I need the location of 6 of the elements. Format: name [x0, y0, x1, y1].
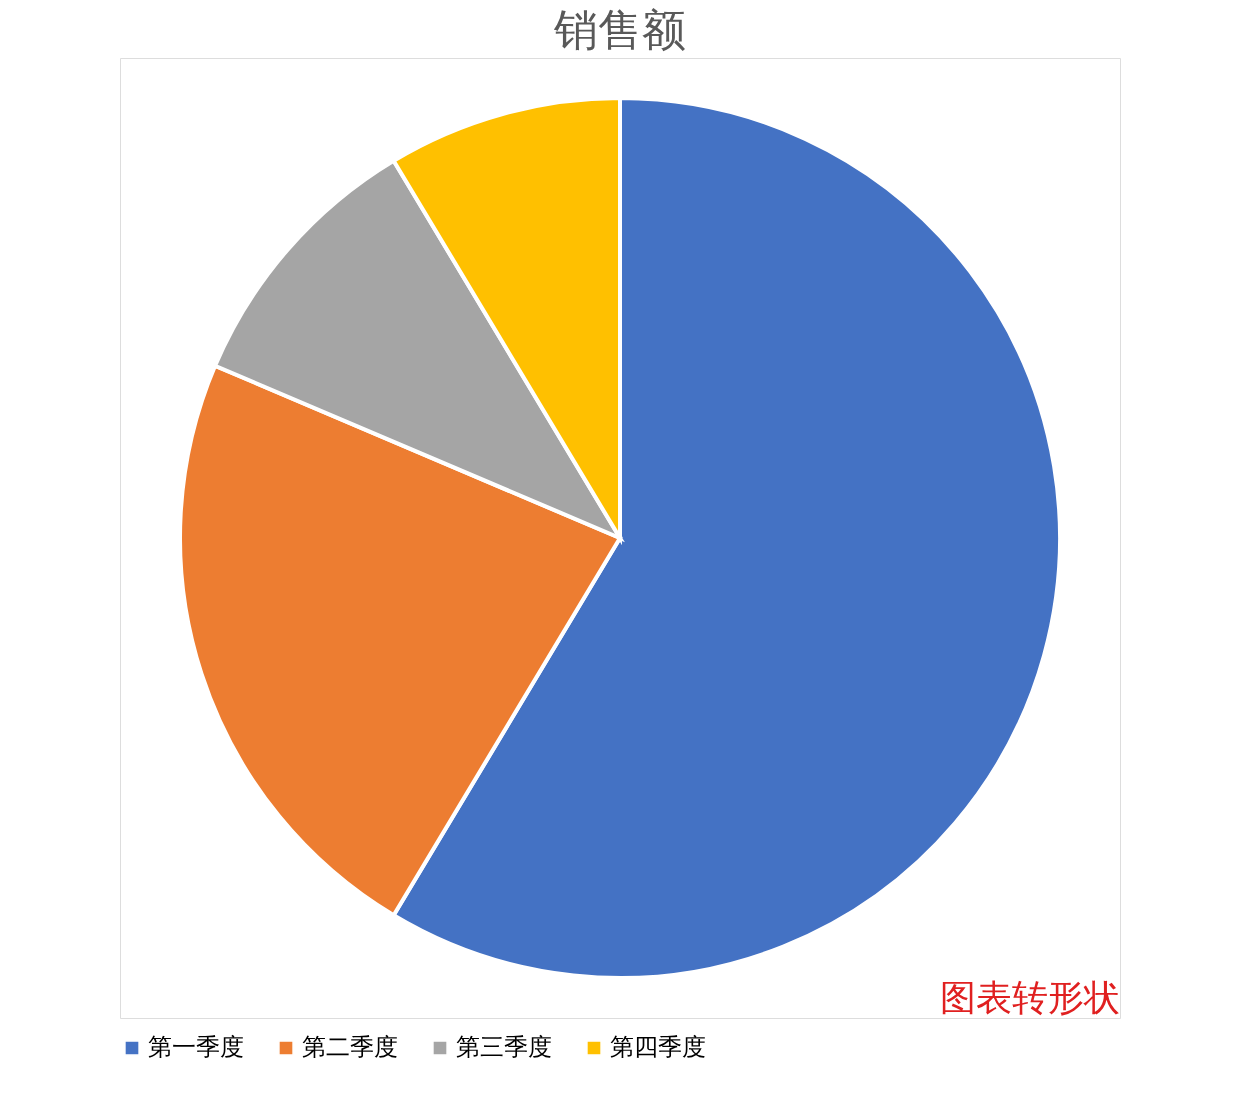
legend-label: 第三季度	[456, 1033, 552, 1061]
legend-label: 第一季度	[148, 1033, 244, 1061]
chart-title: 销售额	[553, 4, 686, 55]
legend-label: 第二季度	[302, 1033, 398, 1061]
legend-label: 第四季度	[610, 1033, 706, 1061]
text: 图表转形状	[940, 977, 1120, 1018]
